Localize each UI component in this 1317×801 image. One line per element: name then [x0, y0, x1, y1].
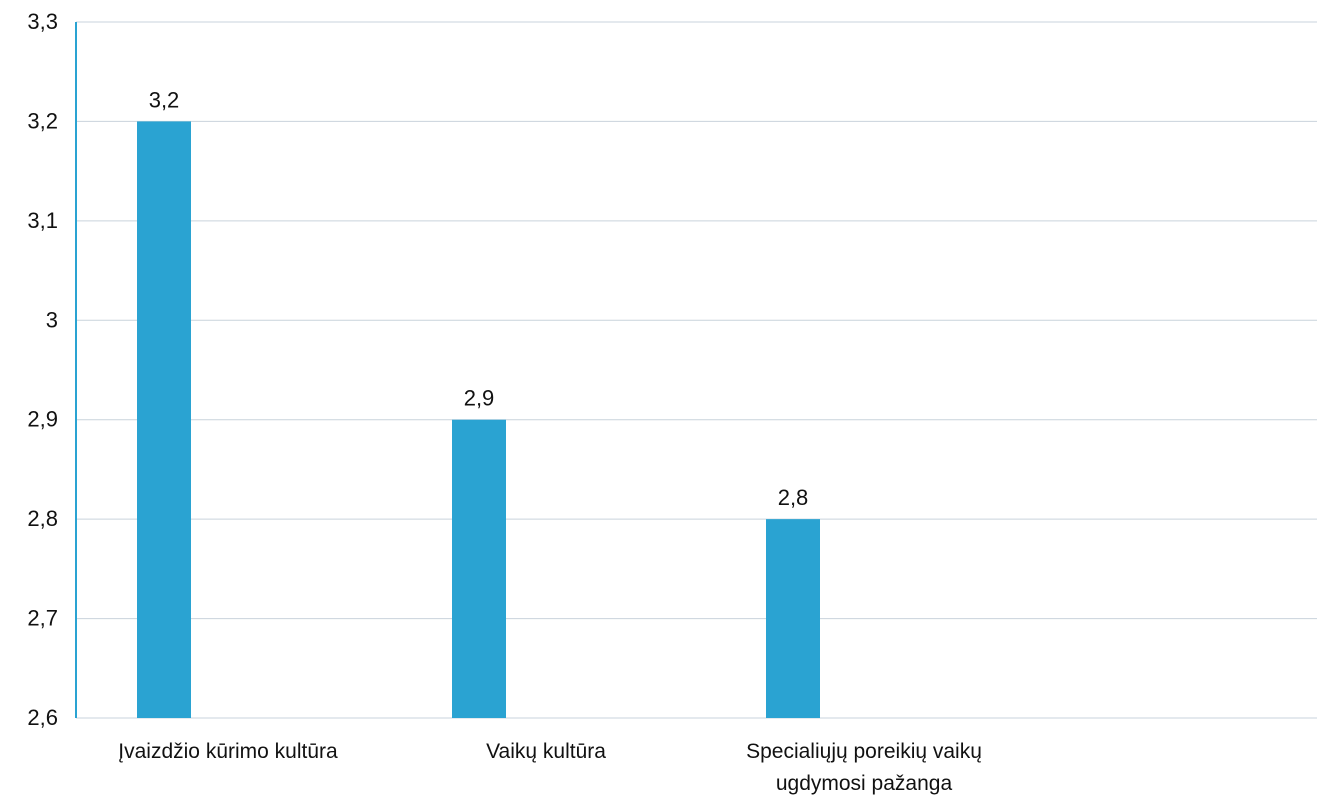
x-category-label: Specialiųjų poreikių vaikų ugdymosi pažan…	[746, 740, 982, 795]
x-category-label: Įvaizdžio kūrimo kultūra	[118, 740, 338, 763]
x-category-labels: Įvaizdžio kūrimo kultūra Vaikų kultūra Spe…	[118, 740, 982, 795]
bar	[766, 519, 820, 718]
bar	[452, 419, 506, 718]
y-tick-label: 2,9	[27, 407, 58, 432]
bar	[137, 121, 191, 718]
y-tick-label: 3,2	[27, 108, 58, 133]
x-category-label: Vaikų kultūra	[486, 740, 606, 763]
data-label: 2,9	[464, 386, 495, 411]
data-label: 3,2	[149, 87, 180, 112]
y-tick-label: 2,8	[27, 506, 58, 531]
y-tick-label: 2,6	[27, 705, 58, 730]
data-label: 2,8	[778, 485, 809, 510]
y-tick-label: 3	[46, 307, 58, 332]
y-tick-label: 2,7	[27, 606, 58, 631]
bars	[137, 121, 820, 718]
y-tick-label: 3,3	[27, 9, 58, 34]
data-labels: 3,2 2,9 2,8	[149, 87, 809, 510]
y-tick-label: 3,1	[27, 208, 58, 233]
gridlines	[76, 21, 1317, 719]
y-tick-labels: 2,6 2,7 2,8 2,9 3 3,1 3,2 3,3	[27, 9, 58, 730]
